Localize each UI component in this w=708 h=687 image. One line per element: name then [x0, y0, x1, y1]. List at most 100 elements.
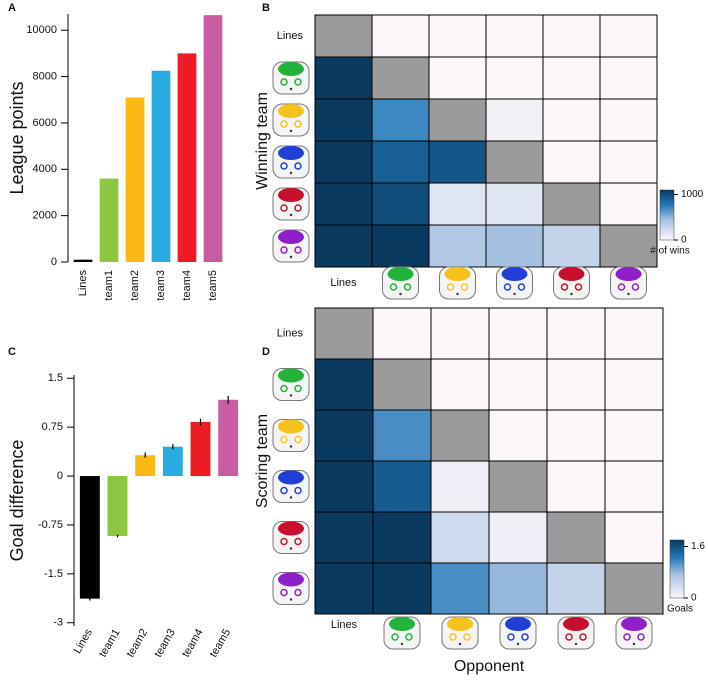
x-tick-label: team2 [129, 270, 141, 301]
robot-eye [637, 633, 645, 641]
robot-icon [272, 572, 310, 605]
heatmap-cell [546, 358, 606, 411]
y-axis-label: Winning team [254, 92, 271, 190]
y-tick-label: 0.75 [42, 421, 63, 433]
heatmap-cell [314, 358, 374, 411]
heatmap-cell [599, 56, 658, 100]
robot-icon [499, 616, 537, 650]
heatmap-cell [314, 140, 373, 184]
robot-icon [441, 616, 479, 650]
robot-eye [460, 283, 469, 291]
diagonal-cell [485, 140, 544, 184]
heatmap-cell [599, 182, 658, 226]
y-tick-label: 6000 [33, 117, 57, 129]
robot-top [278, 62, 304, 76]
y-tick-label: 4000 [33, 163, 57, 175]
diagonal-cell [371, 56, 430, 100]
robot-eye [294, 537, 302, 546]
robot-mouth [513, 292, 516, 296]
robot-top [621, 617, 647, 631]
x-tick-label: team2 [125, 627, 151, 659]
colorbar [659, 189, 675, 241]
diagonal-cell [599, 224, 658, 268]
heatmap-cell [371, 14, 430, 58]
robot-icon [557, 616, 595, 650]
robot-top [558, 267, 585, 281]
diagonal-cell [314, 14, 373, 58]
heatmap-cell [372, 511, 432, 564]
colorbar-tick-label: 0 [691, 593, 697, 604]
robot-eye [389, 283, 398, 291]
robot-eye [560, 283, 569, 291]
heatmap-cell [604, 409, 664, 462]
bar [162, 446, 183, 477]
heatmap-cell [604, 358, 664, 411]
diagonal-cell [488, 460, 548, 513]
robot-icon [272, 470, 310, 503]
robot-eye [280, 537, 288, 546]
robot-top [278, 146, 304, 160]
heatmap-cell [542, 140, 601, 184]
heatmap-cell [371, 140, 430, 184]
robot-eye [463, 633, 471, 641]
y-tick-label: 2000 [33, 210, 57, 222]
robot-eye [503, 283, 512, 291]
robot-eye [631, 283, 640, 291]
bar [125, 97, 145, 262]
robot-top [505, 617, 531, 631]
bar [190, 421, 211, 477]
heatmap-cell [314, 56, 373, 100]
heatmap-cell [488, 562, 548, 615]
heatmap-cell [430, 307, 490, 360]
robot-mouth [289, 129, 293, 133]
panel-letter: C [8, 346, 16, 358]
robot-mouth [456, 292, 459, 296]
y-axis-label: Scoring team [254, 414, 271, 508]
heatmap-cell [430, 562, 490, 615]
x-tick-label: team1 [103, 270, 115, 301]
heatmap-cell [314, 409, 374, 462]
y-axis-label: League points [7, 81, 27, 194]
colorbar-label: # of wins [650, 246, 689, 257]
robot-mouth [289, 394, 293, 397]
robot-mouth [289, 213, 293, 217]
robot-eye [280, 384, 288, 393]
robot-eye [280, 78, 288, 86]
heatmap-cell [488, 307, 548, 360]
diagonal-cell [546, 511, 606, 564]
robot-icon [272, 229, 310, 263]
row-label: Lines [277, 327, 304, 339]
heatmap-cell [542, 56, 601, 100]
y-tick-label: -1.5 [44, 568, 63, 580]
robot-eye [294, 486, 302, 495]
heatmap-cell [372, 409, 432, 462]
robot-top [444, 267, 471, 281]
heatmap-cell [430, 358, 490, 411]
heatmap-cell [430, 511, 490, 564]
heatmap-cell [542, 98, 601, 142]
panel-letter: A [8, 2, 16, 14]
heatmap-cell [371, 98, 430, 142]
robot-top [615, 267, 642, 281]
robot-eye [579, 633, 587, 641]
robot-eye [280, 120, 288, 128]
robot-eye [294, 204, 302, 212]
bar [218, 399, 239, 477]
y-tick-label: 1.5 [48, 372, 63, 384]
robot-eye [280, 588, 288, 597]
robot-icon [272, 61, 310, 95]
x-tick-label: team5 [208, 627, 234, 659]
robot-eye [507, 633, 515, 641]
bar [135, 455, 156, 477]
bar [203, 15, 223, 263]
robot-icon [272, 368, 310, 401]
colorbar-label: Goals [667, 604, 693, 615]
robot-mouth [289, 547, 293, 550]
robot-eye [294, 246, 302, 254]
robot-eye [565, 633, 573, 641]
heatmap-cell [546, 409, 606, 462]
heatmap-cell [314, 511, 374, 564]
robot-eye [280, 162, 288, 170]
heatmap-cell [599, 98, 658, 142]
